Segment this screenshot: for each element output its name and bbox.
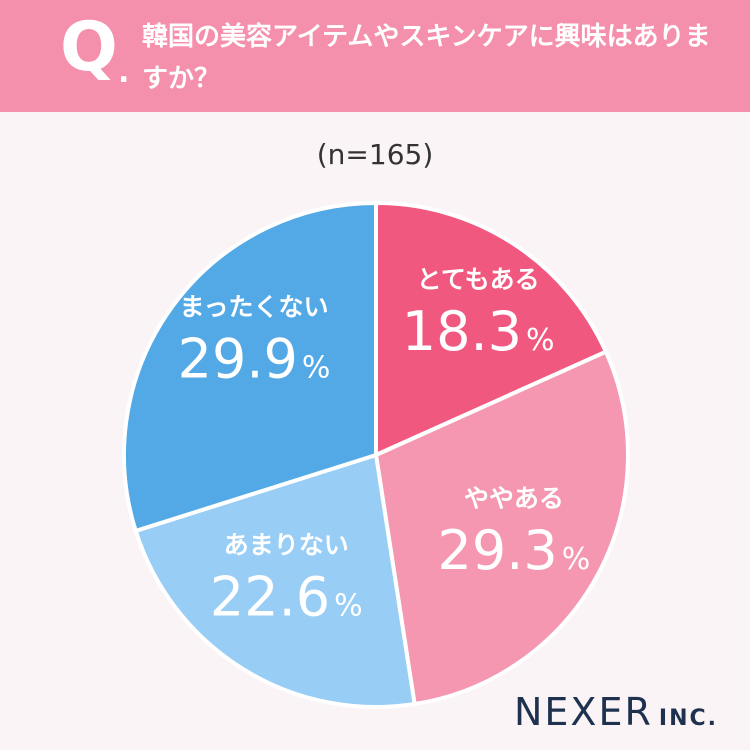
slice-label-1: とてもある <box>417 265 540 294</box>
slice-value-2: 29.3% <box>438 519 591 582</box>
question-text: 韓国の美容アイテムやスキンケアに興味はありますか？ <box>142 22 711 94</box>
logo-main: NEXER <box>514 690 653 734</box>
slice-label-2: ややある <box>464 484 564 513</box>
q-mark: Q <box>60 8 118 87</box>
pie-slice-4 <box>122 200 378 534</box>
slice-value-3: 22.6% <box>210 565 363 628</box>
slice-label-4: まったくない <box>180 293 329 322</box>
pie-slice-2 <box>373 349 630 707</box>
sample-size: (n=165) <box>316 138 434 171</box>
question-header: Q . 韓国の美容アイテムやスキンケアに興味はありますか？ <box>0 0 750 112</box>
slice-value-1: 18.3% <box>402 300 555 363</box>
pie-slice-3 <box>133 452 417 709</box>
logo-sub: INC. <box>658 706 718 731</box>
slice-value-4: 29.9% <box>178 328 331 391</box>
slice-label-3: あまりない <box>224 530 349 559</box>
pie-slice-1 <box>374 200 609 459</box>
q-dot: . <box>118 55 130 90</box>
nexer-logo: NEXER INC. <box>514 690 718 734</box>
